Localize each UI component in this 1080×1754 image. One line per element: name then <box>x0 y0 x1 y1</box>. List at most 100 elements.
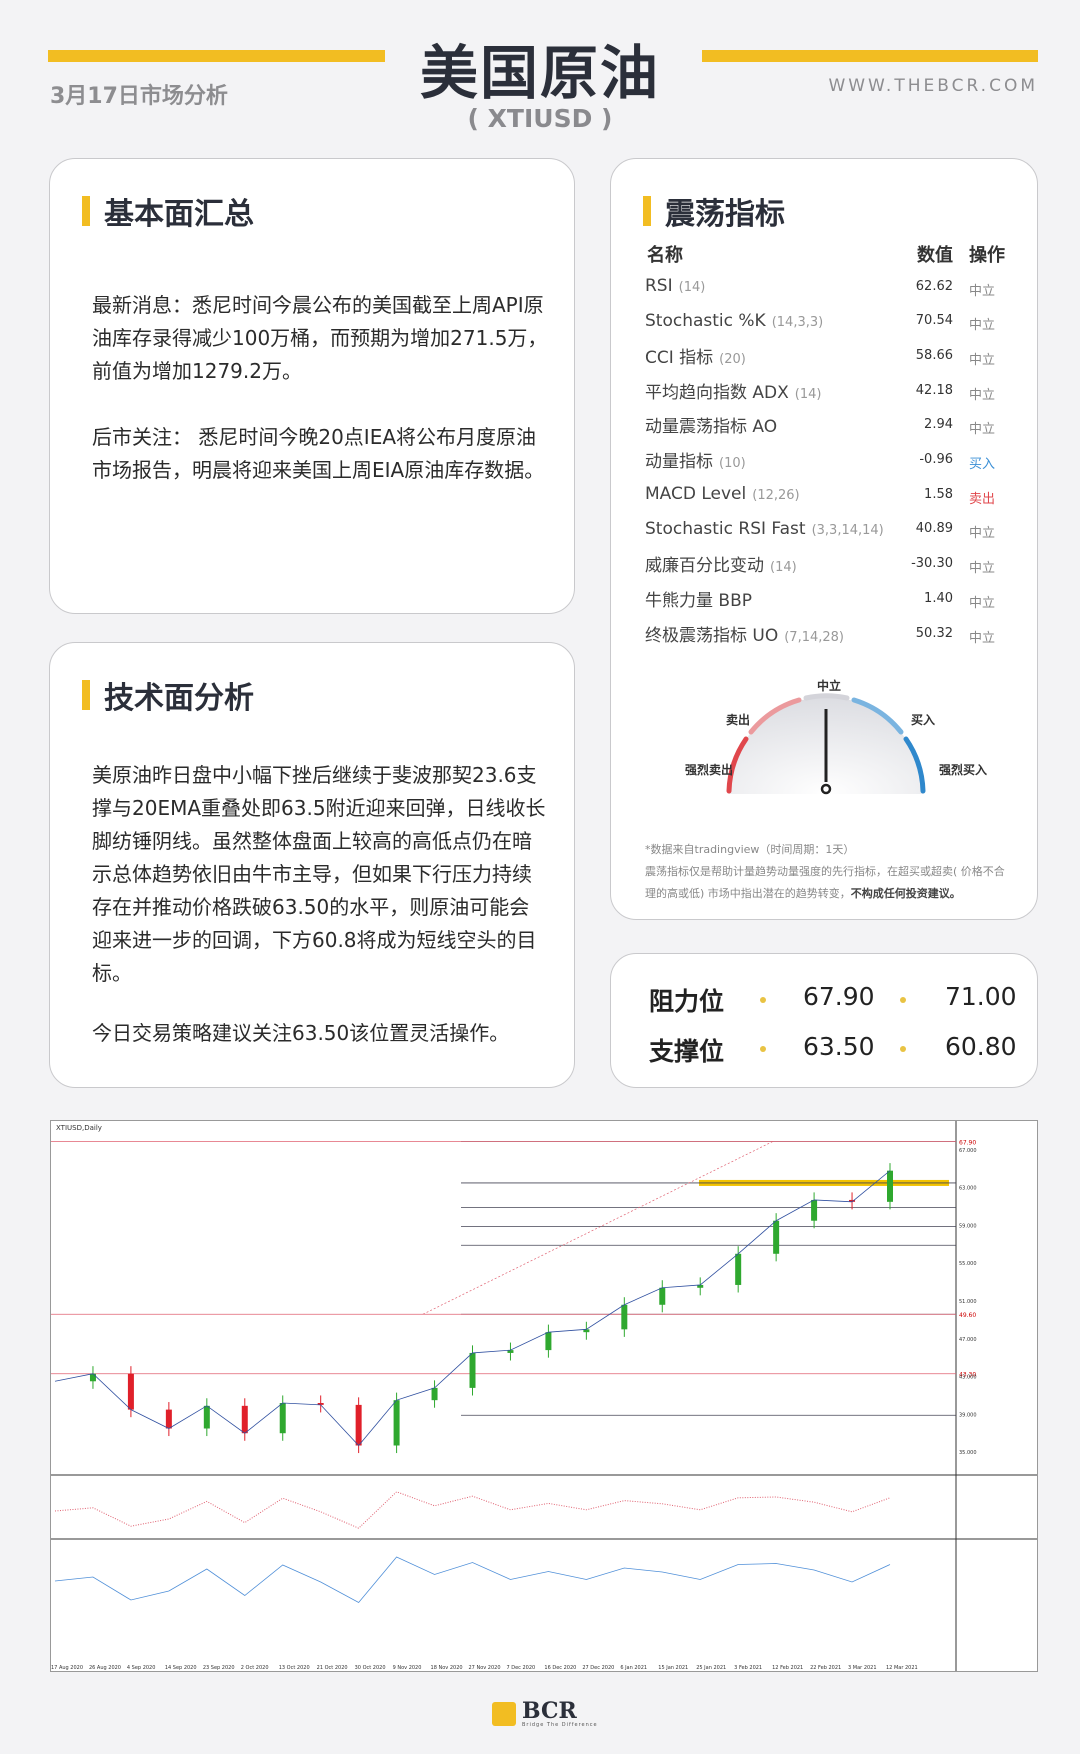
technical-analysis: 美原油昨日盘中小幅下挫后继续于斐波那契23.6支撑与20EMA重叠处即63.5附… <box>92 763 546 985</box>
resistance-1: 67.90 <box>803 982 875 1011</box>
oscillator-action: 中立 <box>968 526 995 542</box>
oscillator-value: -0.96 <box>919 452 953 467</box>
oscillator-value: 42.18 <box>915 382 953 398</box>
candle <box>811 1199 818 1221</box>
level-label: 43.30 <box>959 1372 976 1379</box>
page-title: 美国原油 <box>419 39 660 107</box>
oscillator-action: 中立 <box>968 352 995 368</box>
candle <box>469 1352 476 1388</box>
candle <box>621 1304 628 1330</box>
fundamentals-outlook: 后市关注： 悉尼时间今晚20点IEA将公布月度原油市场报告，明晨将迎来美国上周E… <box>92 425 545 482</box>
date-tick: 2 Oct 2020 <box>241 1665 269 1671</box>
technical-strategy: 今日交易策略建议关注63.50该位置灵活操作。 <box>92 1021 510 1045</box>
support-2: 60.80 <box>945 1032 1017 1061</box>
date-tick: 22 Feb 2021 <box>810 1665 841 1671</box>
oscillator-value: 40.89 <box>915 521 953 537</box>
oscillator-name: CCI 指标 (20) <box>645 347 746 368</box>
oscillator-value: 58.66 <box>915 347 953 363</box>
oscillator-row: 终极震荡指标 UO (7,14,28) 50.32 中立 <box>645 616 1011 650</box>
candle <box>735 1253 742 1285</box>
levels-card: 阻力位 67.90 71.00 支撑位 63.50 60.80 <box>610 953 1038 1088</box>
oscillator-name: 动量震荡指标 AO <box>645 417 778 438</box>
level-label: 49.60 <box>959 1312 976 1319</box>
date-tick: 3 Mar 2021 <box>848 1665 877 1671</box>
bcr-logo: BCR Bridge The Difference <box>492 1700 598 1728</box>
date-tick: 27 Dec 2020 <box>582 1665 614 1671</box>
candle <box>431 1387 438 1401</box>
oscillator-row: 平均趋向指数 ADX (14) 42.18 中立 <box>645 373 1011 407</box>
oscillators-title: 震荡指标 <box>643 189 785 233</box>
logo-text: BCR <box>522 1698 577 1724</box>
data-source: *数据来自tradingview（时间周期：1天） <box>645 843 855 856</box>
gauge-buy: 买入 <box>911 713 936 727</box>
oscillator-action: 中立 <box>968 387 995 403</box>
candle <box>165 1409 172 1429</box>
oscillator-name: 动量指标 (10) <box>645 452 746 472</box>
oscillator-action: 买入 <box>968 457 995 472</box>
price-tick: 35.000 <box>959 1450 977 1456</box>
candle <box>507 1350 514 1353</box>
date-tick: 30 Oct 2020 <box>355 1665 386 1671</box>
oscillator-name: MACD Level (12,26) <box>645 484 800 505</box>
fundamentals-title: 基本面汇总 <box>82 189 254 233</box>
disclaimer: 震荡指标仅是帮助计量趋势动量强度的先行指标，在超买或超卖( 价格不合理的高或低)… <box>645 865 1005 900</box>
date-tick: 4 Sep 2020 <box>127 1665 156 1671</box>
symbol: ( XTIUSD ) <box>467 104 613 133</box>
candle <box>355 1404 362 1446</box>
price-tick: 39.000 <box>959 1412 977 1418</box>
candle <box>89 1373 96 1382</box>
resistance-label: 阻力位 <box>649 987 725 1016</box>
oscillator-value: 2.94 <box>924 417 953 433</box>
candle <box>887 1170 893 1202</box>
date-tick: 23 Sep 2020 <box>203 1665 235 1671</box>
date-tick: 6 Jan 2021 <box>620 1665 647 1671</box>
candle <box>241 1405 248 1434</box>
rsi-line <box>54 1556 891 1604</box>
sentiment-gauge <box>726 693 926 795</box>
oscillator-action: 卖出 <box>968 491 995 507</box>
price-chart: 67.90 49.60 43.30 35.000 39.000 43.000 47.000 5… <box>50 1120 1038 1672</box>
oscillator-value: 70.54 <box>915 313 953 329</box>
candle <box>127 1373 134 1410</box>
candle <box>203 1405 210 1429</box>
col-name: 名称 <box>647 245 683 266</box>
oscillator-name: 终极震荡指标 UO (7,14,28) <box>645 625 844 646</box>
oscillator-name: 平均趋向指数 ADX (14) <box>645 382 822 403</box>
technical-card: 技术面分析 美原油昨日盘中小幅下挫后继续于斐波那契23.6支撑与20EMA重叠处… <box>49 642 575 1088</box>
site-url: WWW.THEBCR.COM <box>828 76 1038 96</box>
price-tick: 47.000 <box>959 1337 977 1343</box>
date-tick: 12 Feb 2021 <box>772 1665 803 1671</box>
oscillator-action: 中立 <box>968 561 995 577</box>
report-date: 3月17日市场分析 <box>50 84 228 109</box>
date-tick: 3 Feb 2021 <box>734 1665 762 1671</box>
date-tick: 9 Nov 2020 <box>393 1665 422 1671</box>
date-tick: 7 Dec 2020 <box>506 1665 535 1671</box>
oscillator-action: 中立 <box>968 595 995 611</box>
candle <box>849 1199 856 1202</box>
gauge-strong-sell: 强烈卖出 <box>685 763 734 777</box>
logo-tagline: Bridge The Difference <box>522 1722 598 1728</box>
oscillator-action: 中立 <box>968 318 995 334</box>
date-tick: 26 Aug 2020 <box>89 1665 121 1671</box>
oscillator-name: 牛熊力量 BBP <box>645 590 752 611</box>
candle <box>279 1403 286 1434</box>
date-tick: 16 Dec 2020 <box>544 1665 576 1671</box>
date-tick: 27 Nov 2020 <box>469 1665 501 1671</box>
oscillator-row: Stochastic RSI Fast (3,3,14,14) 40.89 中立 <box>645 512 1011 546</box>
date-tick: 18 Nov 2020 <box>431 1665 463 1671</box>
date-tick: 25 Jan 2021 <box>696 1665 726 1671</box>
resistance-2: 71.00 <box>945 982 1017 1011</box>
oscillator-row: RSI (14) 62.62 中立 <box>645 269 1011 303</box>
oscillator-row: MACD Level (12,26) 1.58 卖出 <box>645 477 1011 511</box>
support-1: 63.50 <box>803 1032 875 1061</box>
oscillator-row: 动量指标 (10) -0.96 买入 <box>645 443 1011 477</box>
oscillator-row: 动量震荡指标 AO 2.94 中立 <box>645 408 1011 442</box>
gauge-strong-buy: 强烈买入 <box>939 763 988 777</box>
technical-title: 技术面分析 <box>82 673 254 717</box>
oscillator-name: Stochastic %K (14,3,3) <box>645 310 824 331</box>
date-tick: 21 Oct 2020 <box>317 1665 348 1671</box>
price-tick: 51.000 <box>959 1299 977 1305</box>
oscillator-value: -30.30 <box>911 556 953 572</box>
oscillator-action: 中立 <box>968 630 995 646</box>
price-tick: 55.000 <box>959 1261 977 1267</box>
